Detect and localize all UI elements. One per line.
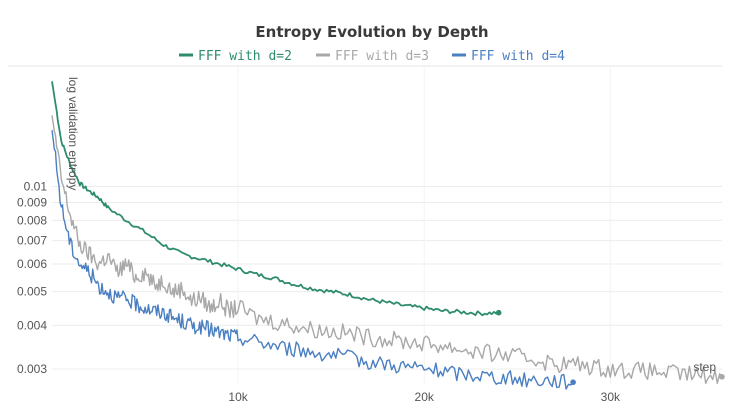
grid — [52, 67, 722, 385]
series-line[interactable] — [51, 115, 723, 384]
legend-label: FFF with d=3 — [335, 49, 429, 64]
x-axis-label: step — [693, 360, 716, 374]
chart-title: Entropy Evolution by Depth — [255, 23, 488, 41]
y-tick-label: 0.01 — [24, 180, 48, 194]
y-tick-label: 0.007 — [17, 234, 47, 248]
y-tick-label: 0.006 — [17, 257, 47, 271]
series-end-point[interactable] — [719, 374, 725, 380]
legend-item[interactable]: FFF with d=4 — [452, 49, 565, 64]
plot-area — [51, 81, 725, 390]
series-line[interactable] — [51, 130, 574, 390]
series-end-point[interactable] — [570, 379, 576, 386]
series-line[interactable] — [51, 81, 500, 317]
legend-label: FFF with d=2 — [198, 49, 292, 64]
legend: FFF with d=2 FFF with d=3 FFF with d=4 — [179, 49, 565, 64]
series-end-point[interactable] — [495, 309, 502, 316]
x-tick-label: 20k — [415, 390, 435, 404]
y-tick-label: 0.005 — [17, 285, 47, 299]
legend-label: FFF with d=4 — [471, 49, 565, 64]
y-axis-label: log validation entropy — [66, 77, 80, 190]
legend-item[interactable]: FFF with d=3 — [316, 49, 429, 64]
y-tick-label: 0.004 — [17, 318, 47, 332]
x-tick-label: 30k — [601, 390, 621, 404]
y-tick-label: 0.008 — [17, 213, 47, 227]
y-tick-label: 0.009 — [17, 195, 47, 209]
legend-item[interactable]: FFF with d=2 — [179, 49, 292, 64]
y-tick-label: 0.003 — [17, 362, 47, 376]
x-axis: 10k 20k 30k — [228, 390, 621, 404]
x-tick-label: 10k — [228, 390, 248, 404]
